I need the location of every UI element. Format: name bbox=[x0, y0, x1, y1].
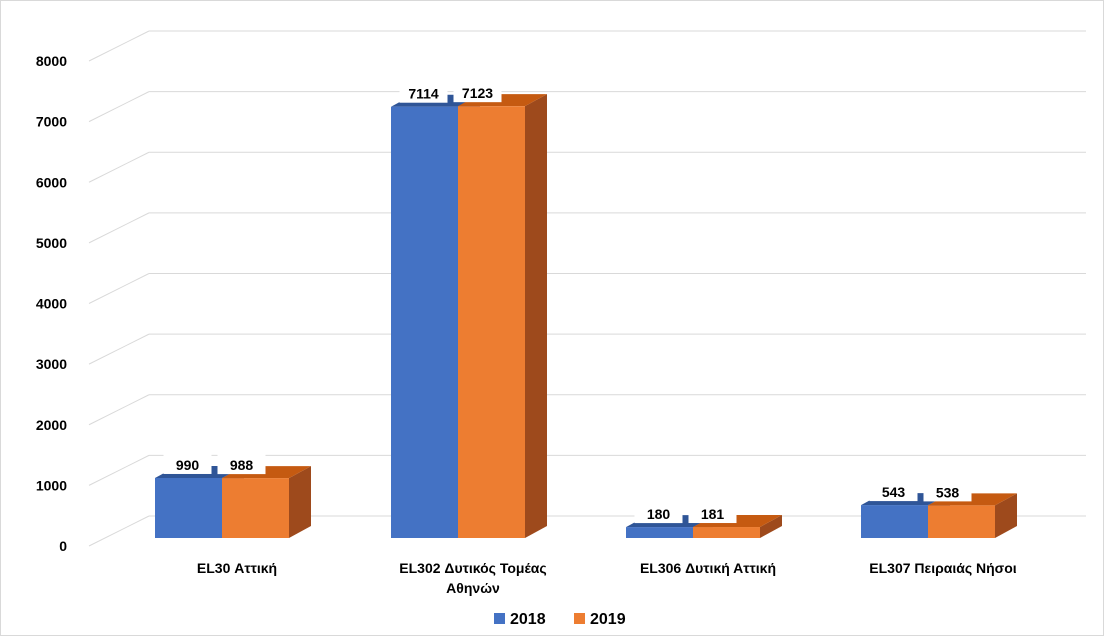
x-tick-label: Αθηνών bbox=[446, 580, 500, 596]
bar bbox=[693, 527, 760, 538]
bar-side bbox=[760, 515, 782, 538]
x-tick-label: EL307 Πειραιάς Νήσοι bbox=[869, 560, 1017, 576]
gridline-diagonal bbox=[88, 273, 150, 304]
y-tick-label: 8000 bbox=[36, 53, 67, 69]
bar bbox=[626, 527, 693, 538]
data-label: 180 bbox=[647, 506, 671, 522]
x-tick-label: EL306 Δυτική Αττική bbox=[640, 560, 776, 576]
legend-swatch bbox=[574, 613, 585, 624]
data-label-bg bbox=[453, 82, 502, 103]
data-label: 538 bbox=[936, 484, 960, 500]
data-label-bg bbox=[634, 503, 683, 524]
data-label: 990 bbox=[176, 457, 200, 473]
data-label: 7123 bbox=[462, 85, 493, 101]
bar bbox=[391, 106, 458, 539]
data-labels-layer: 990 7114 180 543 988 7123 181 538 bbox=[163, 82, 972, 524]
gridline-diagonal bbox=[88, 454, 150, 486]
y-tick-label: 7000 bbox=[36, 114, 67, 130]
data-label: 988 bbox=[230, 457, 254, 473]
legend-entry: 2018 bbox=[510, 611, 546, 628]
data-label-bg bbox=[688, 503, 737, 524]
gridline-diagonal bbox=[88, 151, 150, 183]
y-axis: 0 1000 2000 3000 4000 5000 6000 7000 8000 bbox=[36, 53, 67, 554]
bar bbox=[861, 505, 928, 538]
bar bbox=[928, 505, 995, 538]
y-tick-label: 5000 bbox=[36, 235, 67, 251]
data-label-bg bbox=[923, 481, 972, 502]
x-tick-label: EL302 Δυτικός Τομέας bbox=[399, 560, 546, 576]
bar bbox=[458, 106, 525, 538]
y-tick-label: 3000 bbox=[36, 356, 67, 372]
bars-layer bbox=[155, 94, 1017, 539]
y-tick-label: 2000 bbox=[36, 417, 67, 433]
y-tick-label: 1000 bbox=[36, 477, 67, 493]
gridline-diagonal bbox=[88, 333, 150, 365]
legend: 2018 2019 bbox=[494, 611, 626, 628]
bar bbox=[222, 478, 289, 538]
data-label-bg bbox=[163, 453, 212, 474]
data-label-bg bbox=[399, 82, 448, 103]
gridline-diagonal bbox=[88, 515, 150, 547]
y-tick-label: 6000 bbox=[36, 174, 67, 190]
bar-side bbox=[995, 493, 1017, 538]
legend-swatch bbox=[494, 613, 505, 624]
x-tick-label: EL30 Αττική bbox=[197, 560, 277, 576]
data-label: 181 bbox=[701, 506, 725, 522]
y-tick-label: 4000 bbox=[36, 296, 67, 312]
gridline-diagonal bbox=[88, 30, 150, 62]
gridline-diagonal bbox=[88, 394, 150, 426]
x-axis: EL30 Αττική EL302 Δυτικός Τομέας Αθηνών EL3… bbox=[197, 560, 1017, 596]
data-label-bg bbox=[869, 481, 918, 502]
gridline-diagonal bbox=[88, 212, 150, 244]
bar-side bbox=[525, 94, 547, 538]
y-tick-label: 0 bbox=[59, 538, 67, 554]
data-label: 543 bbox=[882, 484, 906, 500]
data-label: 7114 bbox=[408, 86, 439, 102]
grid-layer bbox=[88, 30, 1086, 547]
bar bbox=[155, 477, 222, 538]
legend-entry: 2019 bbox=[590, 611, 626, 628]
gridline-diagonal bbox=[88, 91, 150, 123]
bar-side bbox=[289, 466, 311, 538]
data-label-bg bbox=[217, 454, 266, 475]
